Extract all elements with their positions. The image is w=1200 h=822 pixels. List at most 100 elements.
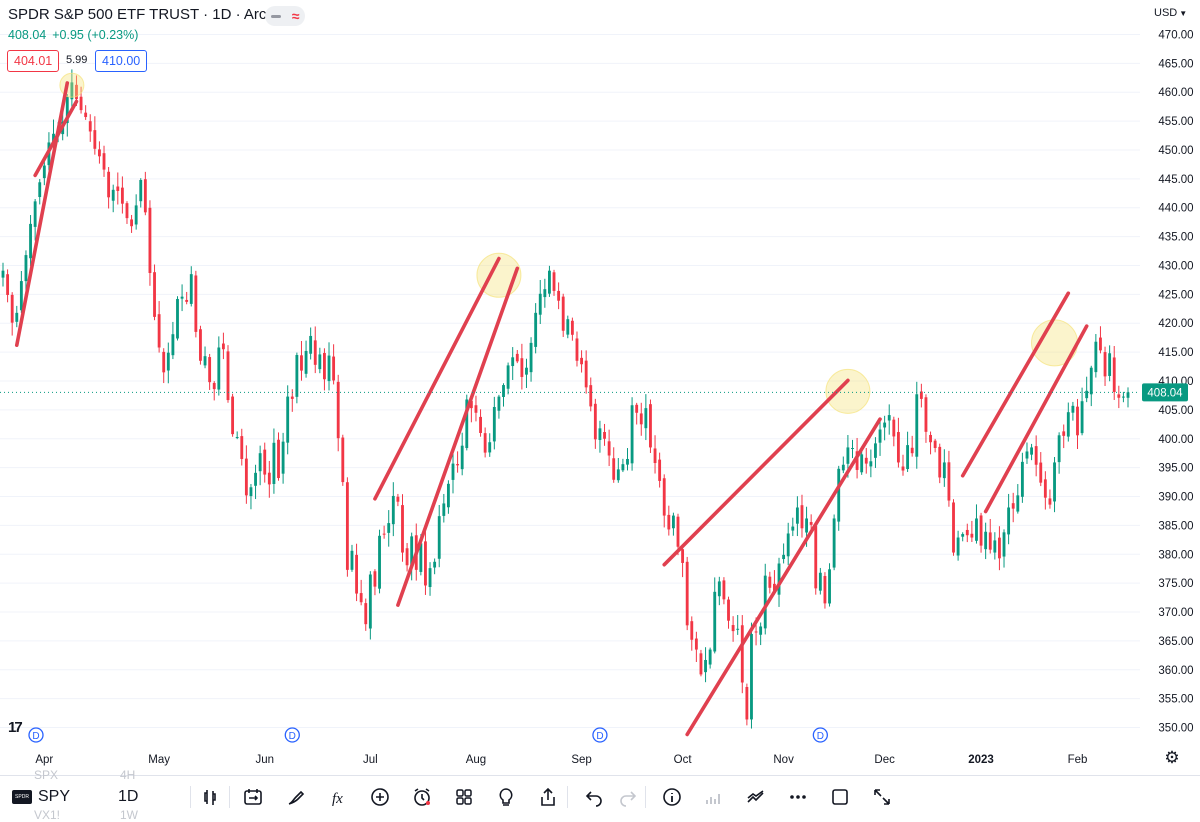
candle-body	[722, 580, 726, 600]
last-price-line: 408.04	[0, 383, 1188, 402]
candle-body	[332, 356, 336, 381]
y-tick-label: 470.00	[1158, 29, 1193, 41]
y-tick-label: 390.00	[1158, 492, 1193, 504]
dividend-marker-label: D	[596, 731, 603, 742]
undo-button[interactable]	[582, 785, 606, 809]
y-tick-label: 425.00	[1158, 289, 1193, 301]
candle-body	[75, 84, 78, 100]
candle-body	[621, 464, 625, 471]
y-tick-label: 385.00	[1158, 520, 1193, 532]
candle-body	[731, 625, 735, 632]
redo-button[interactable]	[616, 785, 640, 809]
dividend-marker[interactable]	[812, 727, 828, 743]
candle-body	[79, 96, 83, 111]
candle-body	[832, 518, 836, 568]
y-tick-label: 420.00	[1158, 318, 1193, 330]
ghost-symbol-above: SPX	[34, 768, 59, 782]
interval-selector[interactable]: 1D	[118, 788, 139, 805]
svg-text:fx: fx	[332, 791, 343, 807]
more-icon	[790, 795, 806, 799]
y-tick-label: 415.00	[1158, 347, 1193, 359]
time-axis[interactable]: Apr May Jun Jul Aug Sep Oct Nov Dec 2023 Feb	[35, 754, 1087, 766]
trendline[interactable]	[14, 81, 70, 347]
bid-box[interactable]: 404.01	[7, 50, 60, 72]
candle-body	[130, 219, 133, 227]
share-button[interactable]	[536, 785, 560, 809]
trendline[interactable]	[373, 256, 501, 501]
candles-icon	[204, 790, 216, 805]
candle-body	[984, 531, 988, 550]
layout-button[interactable]	[452, 785, 476, 809]
volume-button[interactable]	[702, 785, 726, 809]
candle-body	[492, 406, 496, 442]
candle-body	[350, 550, 354, 570]
last-price-label: 408.04	[1147, 387, 1183, 399]
candles-button[interactable]	[200, 785, 224, 809]
add-button[interactable]	[368, 785, 392, 809]
currency-selector[interactable]: USD ▼	[1154, 7, 1187, 19]
trendline[interactable]	[662, 378, 850, 567]
dividend-marker[interactable]	[592, 727, 608, 743]
ideas-button[interactable]	[494, 785, 518, 809]
more-button[interactable]	[786, 785, 810, 809]
candle-body	[511, 357, 515, 367]
candle-body	[809, 522, 813, 525]
candle-body	[456, 464, 460, 466]
candle-body	[575, 338, 579, 361]
indicators-button[interactable]: fx	[327, 785, 351, 809]
ghost-interval-above: 4H	[120, 768, 136, 782]
compare-button[interactable]	[744, 785, 768, 809]
ask-box[interactable]: 410.00	[95, 50, 148, 72]
candle-body	[1039, 462, 1043, 483]
candle-body	[708, 649, 712, 665]
candle-body	[864, 457, 868, 464]
trendline[interactable]	[983, 324, 1089, 514]
price-chart[interactable]: 350.00 355.00 360.00 365.00 370.00 375.00 380.…	[0, 0, 1200, 775]
expand-button[interactable]	[870, 785, 894, 809]
candle-body	[373, 571, 377, 587]
candle-body	[1007, 507, 1011, 535]
gear-icon[interactable]: ⚙	[1164, 748, 1180, 767]
info-button[interactable]	[660, 785, 684, 809]
fullscreen-button[interactable]	[828, 785, 852, 809]
candle-body	[249, 487, 253, 497]
tradingview-logo-icon[interactable]: 17	[8, 719, 23, 736]
price-axis[interactable]: 350.00 355.00 360.00 365.00 370.00 375.00 380.…	[1158, 29, 1193, 734]
candle-body	[570, 320, 574, 335]
candle-body	[359, 593, 363, 603]
trendline[interactable]	[685, 417, 882, 737]
candle-body	[1103, 352, 1107, 377]
toolbar-divider	[229, 786, 230, 808]
candle-body	[176, 298, 179, 339]
candle-body	[166, 352, 170, 371]
candle-body	[883, 422, 887, 428]
replay-button[interactable]	[241, 785, 265, 809]
symbol-selector[interactable]: SPDR SPY	[12, 788, 70, 806]
dividend-marker[interactable]	[284, 727, 300, 743]
y-tick-label: 355.00	[1158, 694, 1193, 706]
candle-body	[860, 454, 864, 473]
dividend-marker[interactable]	[28, 727, 44, 743]
volume-icon	[706, 794, 720, 804]
candle-body	[162, 351, 166, 373]
draw-button[interactable]	[284, 785, 308, 809]
candle-body	[676, 516, 680, 547]
candle-body	[1034, 446, 1038, 465]
candle-body	[277, 439, 280, 479]
candle-body	[818, 572, 822, 591]
candle-body	[107, 171, 111, 198]
trendlines[interactable]	[14, 81, 1089, 737]
candle-body	[336, 381, 340, 439]
candle-body	[800, 505, 804, 529]
chart-style-toggle[interactable]: ≈	[265, 6, 305, 26]
candle-body	[699, 653, 703, 675]
trendline[interactable]	[960, 291, 1071, 478]
candle-body	[102, 153, 106, 170]
trendline[interactable]	[33, 99, 79, 178]
last-price-tag	[1142, 383, 1188, 402]
candles	[1, 69, 1130, 729]
alert-button[interactable]	[410, 785, 434, 809]
trendline[interactable]	[396, 266, 520, 607]
candle-body	[919, 391, 923, 399]
